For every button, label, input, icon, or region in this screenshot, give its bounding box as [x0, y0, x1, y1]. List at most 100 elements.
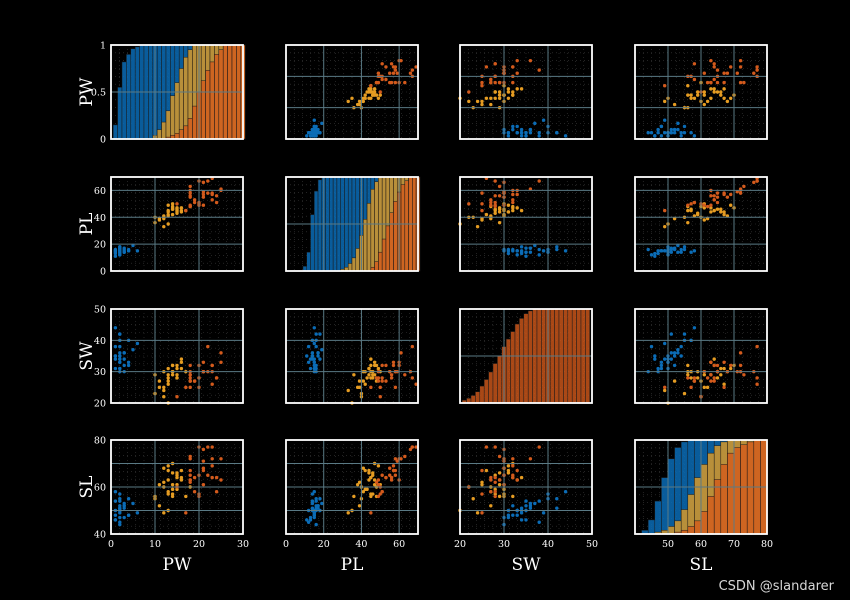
scatter-point-g3: [188, 373, 192, 377]
scatter-point-g1: [131, 348, 135, 352]
scatter-point-g2: [175, 210, 179, 214]
scatter-point-g3: [715, 191, 720, 195]
scatter-point-g1: [528, 506, 533, 510]
scatter-point-g1: [312, 513, 316, 517]
scatter-point-g1: [555, 497, 559, 501]
scatter-point-g1: [528, 246, 533, 250]
scatter-point-g1: [676, 351, 680, 355]
scatter-point-g3: [201, 192, 206, 197]
y-tick-label: 1: [100, 41, 106, 52]
scatter-point-g1: [541, 511, 546, 515]
cdf-bar-g3-PL: [378, 251, 383, 272]
scatter-point-g3: [188, 480, 192, 484]
scatter-point-g3: [489, 80, 493, 85]
scatter-point-g3: [493, 490, 497, 494]
scatter-point-g2: [686, 208, 690, 213]
scatter-point-g2: [376, 464, 381, 468]
scatter-point-g2: [162, 466, 166, 470]
scatter-point-g2: [367, 90, 371, 94]
cdf-bar-g3-PW: [200, 80, 206, 140]
scatter-point-g1: [314, 363, 318, 368]
scatter-point-g2: [715, 207, 720, 211]
scatter-point-g3: [192, 198, 197, 202]
scatter-point-g3: [722, 192, 726, 197]
scatter-point-g3: [214, 200, 219, 205]
scatter-point-g3: [692, 376, 697, 380]
scatter-point-g1: [555, 506, 559, 510]
scatter-point-g1: [314, 344, 318, 349]
scatter-point-g3: [380, 62, 384, 66]
cdf-bar-g3-SW: [479, 385, 485, 404]
cdf-bar-g3-SW: [475, 391, 481, 404]
scatter-point-g1: [314, 124, 318, 129]
x-tick-label: 10: [149, 539, 161, 550]
scatter-point-g1: [515, 131, 519, 135]
x-tick-label: 60: [695, 539, 707, 550]
scatter-point-g2: [166, 382, 170, 386]
scatter-point-g3: [511, 475, 515, 480]
scatter-point-g2: [709, 206, 713, 210]
cdf-bar-g2-PL: [355, 248, 360, 272]
scatter-point-g1: [310, 351, 315, 355]
scatter-point-g1: [541, 118, 546, 122]
scatter-point-g3: [408, 71, 413, 75]
row-ylabel-PW: PW: [77, 77, 97, 106]
axes-frame: [110, 308, 244, 404]
scatter-point-g3: [709, 360, 713, 364]
scatter-point-g1: [646, 247, 650, 252]
scatter-point-g3: [410, 68, 415, 72]
scatter-point-g3: [686, 203, 690, 207]
cdf-bar-g3-PW: [192, 105, 198, 140]
scatter-point-g3: [712, 363, 716, 368]
scatter-point-g1: [113, 513, 118, 517]
cdf-bar-g2-SL: [667, 526, 675, 535]
scatter-point-g3: [399, 58, 403, 63]
scatter-point-g3: [210, 464, 214, 468]
cdf-bar-g3-SW: [523, 313, 529, 404]
scatter-point-g2: [497, 96, 502, 100]
scatter-point-g2: [175, 471, 179, 475]
scatter-point-g1: [524, 504, 528, 508]
scatter-point-g2: [493, 211, 497, 215]
scatter-point-g3: [480, 511, 484, 515]
scatter-point-g3: [408, 447, 413, 452]
cdf-bar-g2-PL: [351, 257, 357, 272]
scatter-point-g2: [729, 203, 733, 207]
scatter-point-g2: [480, 482, 484, 487]
scatter-point-g3: [369, 385, 373, 390]
scatter-point-g2: [484, 96, 489, 100]
scatter-point-g1: [126, 513, 131, 517]
scatter-point-g3: [376, 71, 381, 75]
scatter-point-g3: [384, 65, 388, 69]
scatter-point-g1: [314, 499, 318, 503]
scatter-point-g2: [709, 87, 713, 91]
scatter-point-g2: [729, 366, 733, 371]
scatter-point-g3: [709, 379, 713, 383]
scatter-point-g1: [669, 131, 673, 135]
scatter-point-g1: [308, 366, 313, 371]
scatter-point-g3: [393, 68, 398, 72]
scatter-point-g1: [659, 134, 664, 138]
scatter-point-g3: [403, 373, 407, 377]
scatter-point-g2: [162, 388, 166, 393]
scatter-point-g3: [537, 68, 541, 72]
scatter-point-g2: [376, 96, 381, 100]
scatter-point-g3: [378, 385, 382, 390]
scatter-point-g3: [388, 466, 392, 470]
scatter-point-g2: [374, 93, 379, 97]
cdf-bar-g1-PW: [117, 87, 123, 140]
scatter-point-g1: [305, 518, 309, 522]
scatter-point-g1: [308, 518, 313, 522]
scatter-point-g2: [175, 363, 179, 368]
scatter-point-g2: [372, 360, 377, 364]
scatter-point-g2: [166, 210, 170, 214]
scatter-point-g3: [497, 194, 502, 198]
scatter-point-g3: [497, 184, 502, 189]
scatter-point-g2: [484, 212, 489, 217]
col-xlabel-SW: SW: [511, 555, 541, 575]
scatter-point-g3: [493, 445, 497, 449]
axes-frame: [459, 308, 593, 404]
scatter-point-g1: [118, 344, 122, 349]
scatter-point-g1: [316, 354, 320, 358]
scatter-point-g1: [692, 134, 697, 138]
